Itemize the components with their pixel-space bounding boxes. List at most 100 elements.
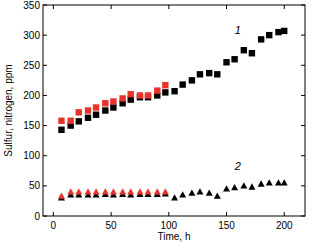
square-point xyxy=(214,71,220,77)
square-point xyxy=(110,104,116,110)
y-tick-label: 350 xyxy=(23,0,40,11)
square-point xyxy=(76,118,82,124)
square-point xyxy=(110,98,116,104)
triangle-point xyxy=(248,183,255,189)
y-axis-label: Sulfur, nitrogen, ppm xyxy=(3,64,14,156)
x-tick xyxy=(111,5,112,9)
square-point xyxy=(128,91,134,97)
square-point xyxy=(281,28,287,34)
x-tick xyxy=(226,212,227,216)
x-tick-label: 0 xyxy=(51,220,57,231)
square-point xyxy=(162,82,168,88)
y-tick xyxy=(301,155,305,156)
y-tick xyxy=(301,35,305,36)
square-point xyxy=(223,59,229,65)
data-group xyxy=(58,28,288,201)
x-tick xyxy=(284,5,285,9)
y-tick-label: 250 xyxy=(23,60,40,71)
triangle-point xyxy=(281,179,288,185)
square-point xyxy=(58,118,64,124)
x-axis-label: Time, h xyxy=(158,231,191,242)
x-tick-label: 150 xyxy=(218,220,235,231)
square-point xyxy=(179,81,185,87)
square-point xyxy=(206,70,212,76)
triangle-point xyxy=(196,188,203,194)
triangle-point xyxy=(110,188,117,194)
x-tick xyxy=(168,5,169,9)
triangle-point xyxy=(171,194,178,200)
triangle-point xyxy=(214,192,221,198)
y-tick xyxy=(43,185,47,186)
y-tick xyxy=(43,125,47,126)
square-point xyxy=(76,109,82,115)
triangle-point xyxy=(145,188,152,194)
y-tick xyxy=(43,216,47,217)
x-tick xyxy=(53,212,54,216)
y-tick xyxy=(301,125,305,126)
square-point xyxy=(171,88,177,94)
square-point xyxy=(93,104,99,110)
square-point xyxy=(241,47,247,53)
y-tick-label: 50 xyxy=(29,180,41,191)
x-tick xyxy=(53,5,54,9)
square-point xyxy=(249,50,255,56)
triangle-point xyxy=(102,188,109,194)
y-tick-label: 150 xyxy=(23,120,40,131)
square-point xyxy=(231,56,237,62)
x-tick xyxy=(226,5,227,9)
y-tick xyxy=(301,185,305,186)
triangle-point xyxy=(258,180,265,186)
square-point xyxy=(85,107,91,113)
x-tick xyxy=(111,212,112,216)
triangle-point xyxy=(162,188,169,194)
triangle-point xyxy=(67,188,74,194)
y-tick xyxy=(301,5,305,6)
square-point xyxy=(275,29,281,35)
triangle-point xyxy=(75,188,82,194)
square-point xyxy=(197,71,203,77)
y-tick xyxy=(43,65,47,66)
square-point xyxy=(137,92,143,98)
triangle-point xyxy=(93,188,100,194)
triangle-point xyxy=(240,182,247,188)
square-point xyxy=(102,100,108,106)
triangle-point xyxy=(266,179,273,185)
square-point xyxy=(189,77,195,83)
triangle-point xyxy=(119,188,126,194)
y-tick-label: 100 xyxy=(23,150,40,161)
chart: 0 50 100 150 200 0 50 100 150 200 250 300 350 Time, h… xyxy=(0,0,312,243)
y-tick xyxy=(301,95,305,96)
y-tick-label: 200 xyxy=(23,90,40,101)
y-tick xyxy=(43,5,47,6)
triangle-point xyxy=(179,191,186,197)
triangle-point xyxy=(231,184,238,190)
square-point xyxy=(162,89,168,95)
annotation: 1 xyxy=(235,24,241,36)
square-point xyxy=(119,95,125,101)
triangle-point xyxy=(188,189,195,195)
triangle-point xyxy=(223,185,230,191)
annotation: 2 xyxy=(234,160,241,172)
x-tick-label: 50 xyxy=(106,220,118,231)
y-tick xyxy=(43,155,47,156)
square-point xyxy=(266,32,272,38)
square-point xyxy=(258,36,264,42)
plot-frame xyxy=(43,5,305,216)
y-tick xyxy=(43,95,47,96)
square-point xyxy=(102,107,108,113)
y-tick-label: 0 xyxy=(34,211,40,222)
triangle-point xyxy=(206,189,213,195)
x-tick-label: 100 xyxy=(160,220,177,231)
square-point xyxy=(85,115,91,121)
x-tick xyxy=(284,212,285,216)
square-point xyxy=(154,87,160,93)
y-tick-label: 300 xyxy=(23,30,40,41)
square-point xyxy=(58,127,64,133)
x-tick-label: 200 xyxy=(276,220,293,231)
triangle-point xyxy=(136,188,143,194)
y-tick xyxy=(301,65,305,66)
y-tick xyxy=(301,216,305,217)
triangle-point xyxy=(154,188,161,194)
triangle-point xyxy=(127,188,134,194)
square-point xyxy=(145,92,151,98)
